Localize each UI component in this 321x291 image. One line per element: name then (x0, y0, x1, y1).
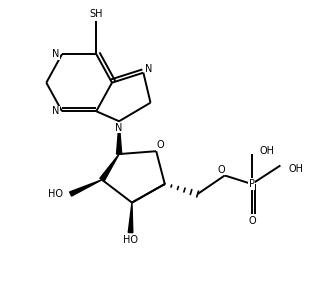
Text: O: O (157, 140, 164, 150)
Text: OH: OH (288, 164, 303, 174)
Text: N: N (145, 64, 153, 74)
Polygon shape (70, 180, 102, 196)
Text: OH: OH (260, 146, 275, 156)
Text: O: O (248, 216, 256, 226)
Text: N: N (52, 106, 59, 116)
Text: P: P (249, 179, 255, 189)
Text: SH: SH (90, 9, 103, 19)
Text: N: N (116, 123, 123, 132)
Text: HO: HO (123, 235, 138, 245)
Polygon shape (128, 203, 133, 233)
Text: HO: HO (48, 189, 64, 199)
Text: N: N (52, 49, 59, 59)
Polygon shape (100, 154, 119, 181)
Text: O: O (218, 165, 225, 175)
Polygon shape (117, 121, 122, 154)
